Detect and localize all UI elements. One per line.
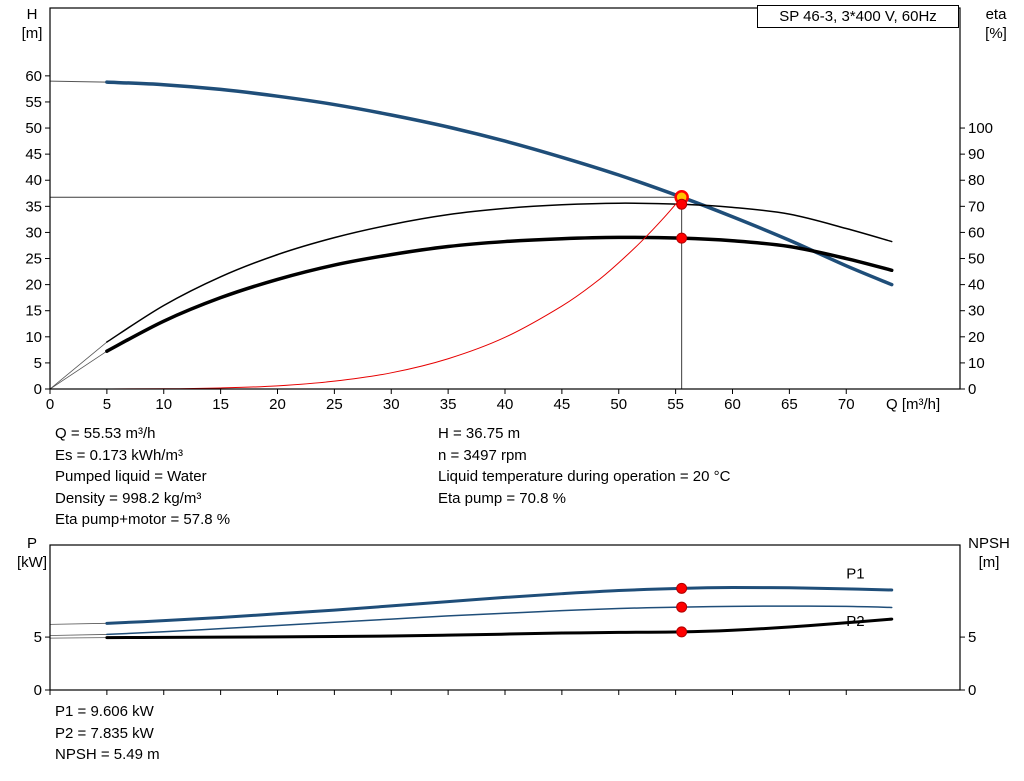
y-tick-label-left: 15 bbox=[25, 303, 42, 320]
x-tick-label: 70 bbox=[838, 396, 855, 413]
y-tick-label-left: 10 bbox=[25, 329, 42, 346]
y-tick-label-left: 55 bbox=[25, 94, 42, 111]
eta-pump-motor-lead bbox=[49, 350, 108, 390]
pump-curve bbox=[105, 80, 894, 287]
eta-axis-symbol: eta bbox=[985, 6, 1007, 23]
x-tick-label: 5 bbox=[103, 396, 111, 413]
qh-eta-chart: 0 5 10 15 20 25 30 35 40 45 50 55 60 65 70 0 5 10 15 20 25 30… bbox=[25, 7, 993, 413]
y-tick-label-left: 35 bbox=[25, 198, 42, 215]
x-tick-label: 60 bbox=[724, 396, 741, 413]
y-tick-label-right: 20 bbox=[968, 329, 985, 346]
eta-pump-motor-point bbox=[676, 232, 688, 244]
power-info: P1 = 9.606 kW P2 = 7.835 kW NPSH = 5.49 … bbox=[55, 701, 160, 766]
x-tick-label: 25 bbox=[326, 396, 343, 413]
curve-label-p2: P2 bbox=[846, 613, 864, 630]
eta-axis-label: eta [%] bbox=[973, 5, 1019, 43]
npsh-axis-symbol: NPSH bbox=[968, 535, 1010, 552]
x-tick-label: 40 bbox=[497, 396, 514, 413]
x-tick-label: 0 bbox=[46, 396, 54, 413]
info-es: Es = 0.173 kWh/m³ bbox=[55, 446, 183, 464]
x-tick-label: 15 bbox=[212, 396, 229, 413]
pump-curve-lead bbox=[49, 80, 108, 83]
x-tick-label: 65 bbox=[781, 396, 798, 413]
y-tick-label-right: 40 bbox=[968, 277, 985, 294]
x-tick-label: 10 bbox=[155, 396, 172, 413]
duty-info-left: Q = 55.53 m³/h Es = 0.173 kWh/m³ Pumped … bbox=[55, 423, 230, 531]
y-tick-label-left: 25 bbox=[25, 251, 42, 268]
npsh-point bbox=[676, 626, 688, 638]
x-tick-label: 20 bbox=[269, 396, 286, 413]
duty-info-right: H = 36.75 m n = 3497 rpm Liquid temperat… bbox=[438, 423, 730, 509]
plot-frame bbox=[49, 7, 961, 390]
p1-curve bbox=[105, 586, 894, 625]
npsh-lead bbox=[49, 637, 108, 639]
h-axis-symbol: H bbox=[26, 6, 38, 23]
p1-point bbox=[676, 582, 688, 594]
y-tick-label-left: 60 bbox=[25, 68, 42, 85]
eta-pump-point bbox=[676, 198, 688, 210]
info-npsh: NPSH = 5.49 m bbox=[55, 746, 160, 763]
info-pumped-liquid: Pumped liquid = Water bbox=[55, 468, 207, 485]
curve-label-p1: P1 bbox=[846, 565, 864, 582]
x-tick-label: 30 bbox=[383, 396, 400, 413]
p-axis-symbol: P bbox=[26, 535, 37, 552]
y-tick-label-left: 40 bbox=[25, 172, 42, 189]
p-axis-label: P [kW] bbox=[8, 534, 56, 572]
h-axis-label: H [m] bbox=[12, 5, 52, 43]
y-tick-label-right: 0 bbox=[968, 682, 976, 699]
pump-title-box: SP 46-3, 3*400 V, 60Hz bbox=[757, 5, 959, 28]
eta-pump-lead bbox=[49, 341, 108, 390]
eta-axis-unit: [%] bbox=[985, 25, 1007, 42]
npsh-curve bbox=[105, 617, 894, 640]
y-tick-label-left: 50 bbox=[25, 120, 42, 137]
y-tick-label-left: 5 bbox=[34, 355, 42, 372]
eta-pump-motor-curve bbox=[105, 235, 894, 353]
y-tick-label-left: 0 bbox=[34, 381, 42, 398]
p2-curve bbox=[106, 605, 893, 636]
y-tick-label-right: 50 bbox=[968, 251, 985, 268]
y-tick-label-left: 5 bbox=[34, 629, 42, 646]
y-tick-label-right: 90 bbox=[968, 146, 985, 163]
power-npsh-chart: 0 5 0 5 P1 P2 bbox=[34, 544, 976, 699]
y-tick-label-right: 30 bbox=[968, 303, 985, 320]
eta-pump-curve bbox=[106, 202, 893, 343]
npsh-axis-label: NPSH [m] bbox=[962, 534, 1016, 572]
p1-lead bbox=[49, 622, 108, 625]
y-tick-label-left: 30 bbox=[25, 224, 42, 241]
info-eta-pump: Eta pump = 70.8 % bbox=[438, 489, 566, 507]
y-tick-label-right: 80 bbox=[968, 172, 985, 189]
x-tick-label: 55 bbox=[667, 396, 684, 413]
x-tick-label: 50 bbox=[610, 396, 627, 413]
plot-frame bbox=[49, 544, 961, 691]
y-tick-label-left: 45 bbox=[25, 146, 42, 163]
h-axis-unit: [m] bbox=[21, 25, 43, 42]
info-eta-pump-motor: Eta pump+motor = 57.8 % bbox=[55, 511, 231, 528]
system-curve bbox=[49, 196, 683, 390]
p2-lead bbox=[49, 634, 108, 636]
p-axis-unit: [kW] bbox=[17, 554, 47, 571]
y-tick-label-right: 100 bbox=[968, 120, 993, 137]
y-tick-label-right: 10 bbox=[968, 355, 985, 372]
info-n: n = 3497 rpm bbox=[438, 446, 527, 464]
y-tick-label-right: 0 bbox=[968, 381, 976, 398]
info-liquid-temp: Liquid temperature during operation = 20… bbox=[438, 468, 731, 485]
y-tick-label-left: 20 bbox=[25, 277, 42, 294]
info-density: Density = 998.2 kg/m³ bbox=[55, 489, 202, 507]
y-tick-label-right: 5 bbox=[968, 629, 976, 646]
p2-point bbox=[676, 601, 688, 613]
info-q: Q = 55.53 m³/h bbox=[55, 425, 156, 442]
q-axis-label: Q [m³/h] bbox=[886, 396, 941, 413]
x-tick-label: 35 bbox=[440, 396, 457, 413]
y-tick-label-right: 60 bbox=[968, 224, 985, 241]
info-h: H = 36.75 m bbox=[438, 425, 521, 442]
info-p1: P1 = 9.606 kW bbox=[55, 703, 154, 720]
x-tick-label: 45 bbox=[554, 396, 571, 413]
npsh-axis-unit: [m] bbox=[978, 554, 1000, 571]
y-tick-label-left: 0 bbox=[34, 682, 42, 699]
info-p2: P2 = 7.835 kW bbox=[55, 724, 154, 742]
y-tick-label-right: 70 bbox=[968, 198, 985, 215]
